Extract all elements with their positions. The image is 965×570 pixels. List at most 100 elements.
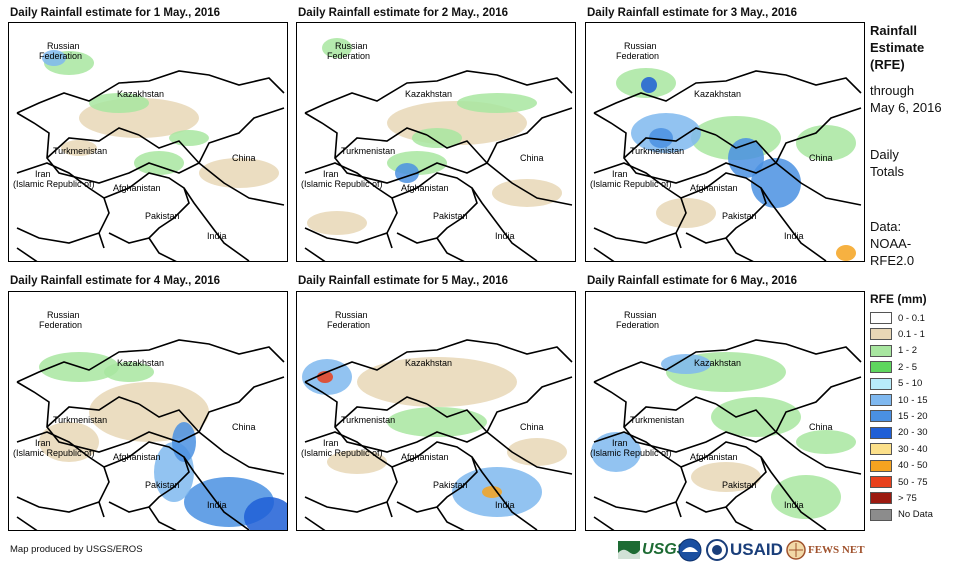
sidebar-through-line-1: through bbox=[870, 83, 915, 98]
sidebar-title-line-2: Estimate bbox=[870, 40, 925, 55]
country-border bbox=[680, 441, 767, 513]
map-canvas bbox=[16, 339, 287, 530]
country-label-turkmenistan: Turkmenistan bbox=[341, 146, 396, 156]
legend-swatch bbox=[870, 508, 892, 521]
country-label-kazakhstan: Kazakhstan bbox=[405, 358, 453, 368]
map-credit: Map produced by USGS/EROS bbox=[10, 544, 143, 555]
legend-title: RFE (mm) bbox=[870, 292, 927, 306]
country-border bbox=[334, 396, 428, 428]
legend-label: 5 - 10 bbox=[898, 378, 923, 390]
legend-item: 5 - 10 bbox=[870, 377, 922, 391]
country-border bbox=[304, 496, 388, 513]
rain-patch bbox=[412, 128, 462, 148]
panel-title-3: Daily Rainfall estimate for 3 May., 2016 bbox=[587, 7, 798, 19]
legend-swatch bbox=[870, 394, 892, 406]
fewsnet-logo: FEWS NET bbox=[786, 538, 865, 562]
country-label-iran: Iran (Islamic Republic of) bbox=[301, 169, 383, 189]
country-border bbox=[593, 227, 677, 244]
country-label-iran: Iran (Islamic Republic of) bbox=[301, 438, 383, 458]
country-label-turkmenistan: Turkmenistan bbox=[53, 415, 108, 425]
country-border bbox=[16, 376, 285, 453]
rain-patch bbox=[751, 158, 801, 208]
legend-swatch bbox=[870, 492, 892, 505]
country-border bbox=[471, 187, 538, 261]
country-border bbox=[760, 187, 827, 261]
country-label-china: China bbox=[520, 153, 544, 163]
country-border bbox=[391, 172, 478, 244]
map-canvas bbox=[593, 68, 862, 261]
sidebar-through: through May 6, 2016 bbox=[870, 82, 965, 116]
legend-label: No Data bbox=[898, 509, 933, 521]
sidebar-data-source: Data: NOAA- RFE2.0 bbox=[870, 218, 965, 269]
country-border bbox=[725, 237, 754, 261]
rain-patch bbox=[89, 93, 149, 113]
country-label-kazakhstan: Kazakhstan bbox=[694, 89, 742, 99]
country-border bbox=[593, 376, 862, 453]
country-border bbox=[391, 441, 478, 513]
map-canvas bbox=[304, 38, 573, 261]
country-border bbox=[304, 107, 573, 184]
country-border bbox=[436, 237, 465, 261]
rain-patch bbox=[357, 357, 517, 407]
map-canvas bbox=[591, 339, 862, 530]
sidebar-data-line-3: RFE2.0 bbox=[870, 253, 915, 268]
country-label-afghanistan: Afghanistan bbox=[113, 183, 161, 193]
country-label-iran: Iran (Islamic Republic of) bbox=[13, 438, 95, 458]
rain-patch bbox=[42, 50, 66, 66]
country-border bbox=[198, 431, 285, 475]
legend-item: 0 - 0.1 bbox=[870, 311, 925, 325]
usaid-logo-text: USAID bbox=[730, 540, 783, 559]
country-border bbox=[16, 70, 285, 114]
usaid-logo: USAID bbox=[730, 538, 783, 562]
country-label-pakistan: Pakistan bbox=[433, 211, 468, 221]
legend-label: 2 - 5 bbox=[898, 361, 918, 373]
legend-item: 15 - 20 bbox=[870, 409, 928, 423]
rain-patch bbox=[711, 397, 801, 437]
rain-patch bbox=[327, 450, 387, 474]
sidebar-title-line-1: Rainfall bbox=[870, 23, 917, 38]
legend-swatch bbox=[870, 328, 892, 341]
usgs-logo: USGS bbox=[618, 538, 687, 562]
fewsnet-logo-text: FEWS NET bbox=[808, 544, 865, 556]
legend-label: 50 - 75 bbox=[898, 476, 928, 488]
country-border bbox=[16, 496, 100, 513]
country-label-kazakhstan: Kazakhstan bbox=[405, 89, 453, 99]
rain-patch bbox=[134, 151, 184, 175]
country-border bbox=[436, 506, 465, 530]
country-border bbox=[623, 396, 717, 428]
legend-label: 1 - 2 bbox=[898, 345, 918, 357]
country-border bbox=[183, 456, 250, 530]
legend-item: 2 - 5 bbox=[870, 360, 917, 374]
rain-patch bbox=[322, 38, 352, 58]
usgs-logo-text: USGS bbox=[642, 541, 688, 558]
sidebar-title: Rainfall Estimate (RFE) bbox=[870, 22, 965, 73]
legend-swatch bbox=[870, 476, 892, 488]
country-border bbox=[593, 162, 687, 249]
usaid-seal bbox=[706, 538, 728, 562]
country-border bbox=[103, 441, 190, 513]
country-border bbox=[16, 247, 38, 261]
legend-item: > 75 bbox=[870, 491, 917, 505]
country-label-russia: Russian Federation bbox=[39, 310, 83, 330]
legend-item: 50 - 75 bbox=[870, 475, 928, 489]
country-border bbox=[16, 227, 100, 244]
country-label-india: India bbox=[495, 500, 515, 510]
country-border bbox=[486, 431, 573, 475]
country-label-iran: Iran (Islamic Republic of) bbox=[590, 438, 672, 458]
rainfall-map-3: Russian Federation Kazakhstan Turkmenistan C… bbox=[585, 22, 865, 262]
legend-item: No Data bbox=[870, 508, 933, 522]
country-border bbox=[304, 70, 573, 114]
legend-item: 40 - 50 bbox=[870, 459, 928, 473]
rain-patch bbox=[507, 438, 567, 466]
country-border bbox=[148, 506, 177, 530]
country-label-turkmenistan: Turkmenistan bbox=[341, 415, 396, 425]
panel-title-1: Daily Rainfall estimate for 1 May., 2016 bbox=[10, 7, 221, 19]
rain-patch bbox=[307, 211, 367, 235]
legend-label: 0 - 0.1 bbox=[898, 312, 925, 324]
noaa-logo bbox=[678, 538, 702, 562]
country-border bbox=[304, 247, 326, 261]
legend-label: 20 - 30 bbox=[898, 427, 928, 439]
country-border bbox=[304, 162, 398, 249]
country-label-iran: Iran (Islamic Republic of) bbox=[13, 169, 95, 189]
country-border bbox=[16, 107, 285, 184]
